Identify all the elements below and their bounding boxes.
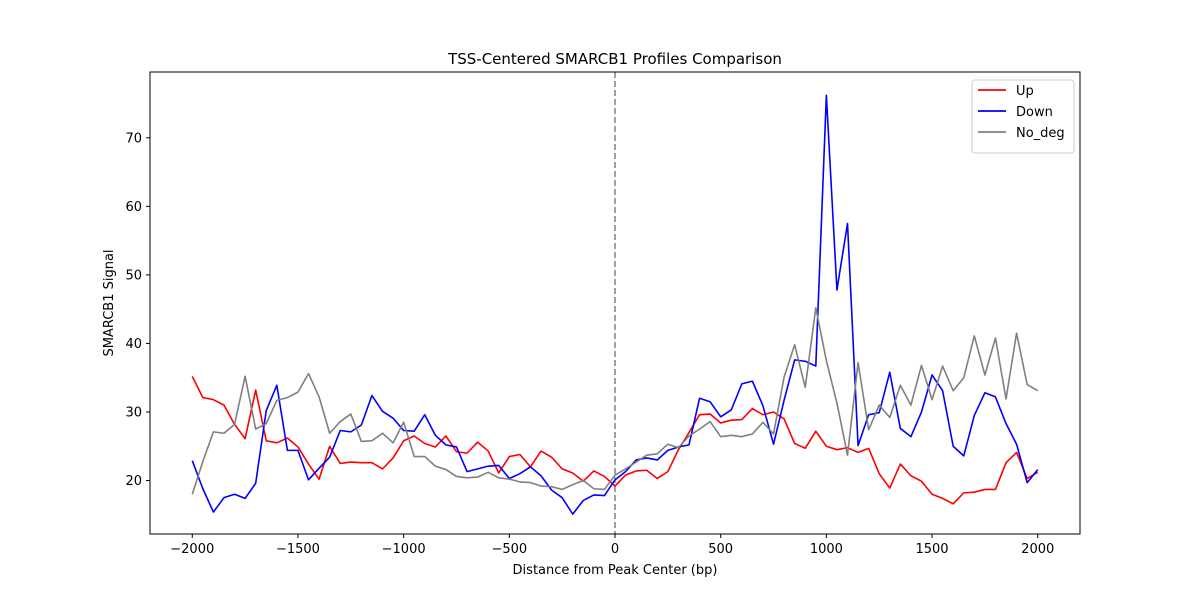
y-tick-label: 60: [125, 200, 142, 215]
x-tick-label: −500: [491, 542, 527, 557]
legend-label: No_deg: [1016, 126, 1065, 141]
x-tick-label: 1000: [810, 542, 843, 557]
x-tick-label: 500: [708, 542, 733, 557]
legend-label: Up: [1016, 84, 1034, 99]
x-tick-label: 2000: [1021, 542, 1054, 557]
series-line-down: [191, 94, 1039, 515]
legend-box: [971, 79, 1075, 154]
legend-label: Down: [1016, 105, 1053, 120]
series-line-no-deg: [191, 306, 1039, 495]
x-tick-label: −1500: [276, 542, 320, 557]
series-line-up: [191, 375, 1039, 505]
x-axis-label: Distance from Peak Center (bp): [513, 563, 718, 578]
y-tick-label: 50: [125, 268, 142, 283]
y-tick-label: 70: [125, 131, 142, 146]
y-axis-label: SMARCB1 Signal: [102, 249, 117, 356]
y-tick-label: 20: [125, 474, 142, 489]
chart-title: TSS-Centered SMARCB1 Profiles Comparison: [447, 50, 782, 68]
legend: Up Down No_deg: [971, 79, 1075, 154]
y-tick-label: 40: [125, 337, 142, 352]
x-tick-label: −1000: [382, 542, 426, 557]
x-tick-label: 0: [611, 542, 619, 557]
x-tick-label: 1500: [915, 542, 948, 557]
y-tick-label: 30: [125, 405, 142, 420]
x-tick-label: −2000: [170, 542, 214, 557]
